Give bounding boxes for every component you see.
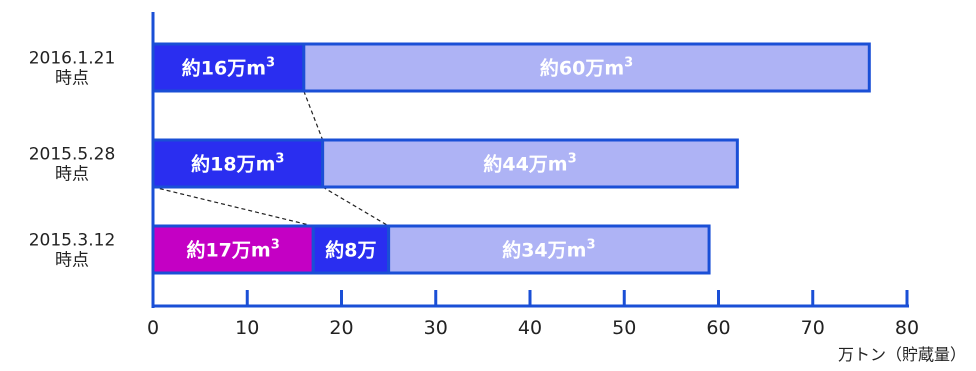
category-label-suffix: 時点 <box>55 251 89 271</box>
x-tick-label: 60 <box>706 317 730 339</box>
bar-value-label: 約34万m3 <box>502 238 595 262</box>
category-label-suffix: 時点 <box>55 69 89 89</box>
x-tick-label: 80 <box>895 317 919 339</box>
x-tick-label: 10 <box>235 317 259 339</box>
connector-line <box>152 186 314 227</box>
bar-value-label: 約17万m3 <box>186 238 279 262</box>
category-label-date: 2015.3.12 <box>29 231 116 251</box>
bar-segment <box>302 42 871 93</box>
x-tick-label: 0 <box>147 317 159 339</box>
connector-lines <box>152 90 389 227</box>
x-tick-label: 70 <box>801 317 825 339</box>
connector-line <box>303 90 324 141</box>
bar-value-label: 約44万m3 <box>483 152 576 176</box>
bar-value-label: 約60万m3 <box>540 56 633 80</box>
x-tick-label: 30 <box>424 317 448 339</box>
category-label-suffix: 時点 <box>55 165 89 185</box>
axes: 0 10 20 30 40 50 60 70 80 <box>147 12 919 339</box>
x-tick-label: 20 <box>329 317 353 339</box>
bar-segment <box>311 224 391 275</box>
category-label-date: 2016.1.21 <box>29 49 116 69</box>
category-label-date: 2015.5.28 <box>29 145 116 165</box>
bar-value-label: 約16万m3 <box>182 56 275 80</box>
x-tick-label: 50 <box>612 317 636 339</box>
bar-segment <box>387 224 711 275</box>
bar-segment <box>321 138 739 189</box>
connector-line <box>322 186 389 227</box>
bar-value-label: 約8万 <box>325 239 376 262</box>
bars: 約16万m3 約60万m3 約18万m3 約44万m3 約17万m3 約8万 約34万m3 <box>151 42 871 275</box>
x-unit-label: 万トン（貯蔵量） <box>838 345 966 364</box>
bar-value-label: 約18万m3 <box>191 152 284 176</box>
x-tick-label: 40 <box>518 317 542 339</box>
